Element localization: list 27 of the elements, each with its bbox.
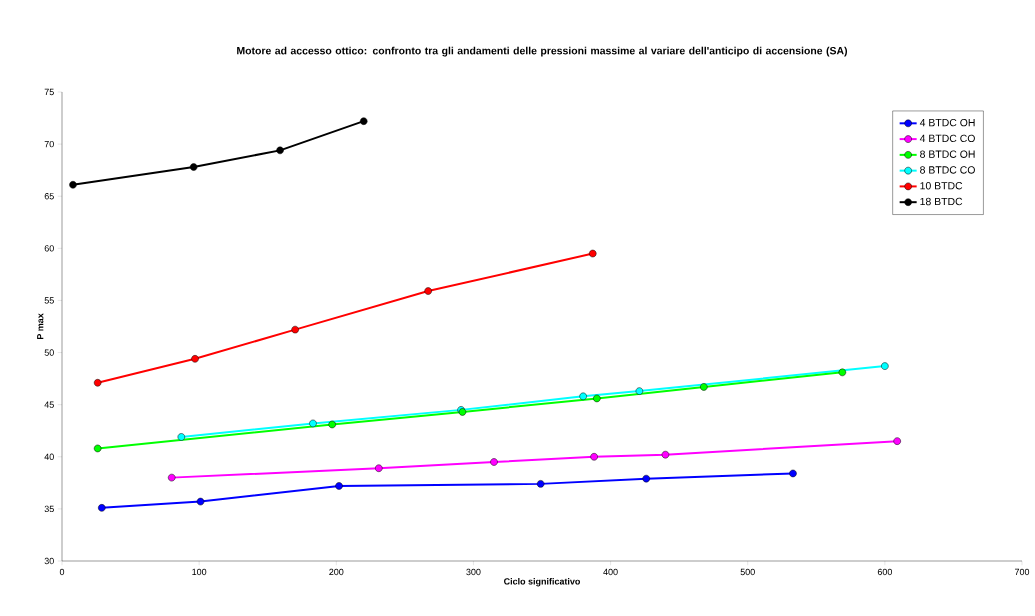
y-tick-label: 70: [44, 140, 54, 148]
x-tick-label: 700: [1014, 568, 1030, 576]
legend-label: 10 BTDC: [920, 182, 963, 190]
y-tick-label: 50: [44, 349, 54, 356]
y-tick-label: 45: [44, 401, 54, 408]
chart-title: Motore ad accesso ottico: confronto tra gli andamenti delle pressioni massime al variare dell'anticipo di accensione (SA): [237, 46, 848, 57]
y-axis-title: P max: [37, 313, 44, 340]
x-tick-label: 400: [603, 568, 618, 576]
x-tick-label: 200: [329, 568, 344, 576]
x-axis-title: Ciclo significativo: [504, 577, 581, 587]
x-tick-label: 500: [740, 568, 755, 576]
x-tick-label: 600: [877, 568, 892, 576]
y-tick-label: 55: [44, 297, 54, 304]
legend-label: 4 BTDC OH: [919, 118, 975, 127]
x-tick-label: 300: [466, 568, 481, 576]
x-tick-label: 100: [192, 568, 207, 576]
y-tick-label: 35: [44, 505, 54, 513]
y-tick-label: 40: [44, 453, 54, 460]
x-tick-label: 0: [59, 568, 65, 576]
y-tick-label: 30: [44, 557, 54, 565]
legend-label: 8 BTDC CO: [920, 166, 975, 174]
legend-label: 8 BTDC OH: [920, 150, 975, 158]
legend-label: 18 BTDC: [920, 197, 963, 206]
legend-label: 4 BTDC CO: [919, 134, 975, 143]
y-tick-label: 75: [44, 88, 54, 96]
y-tick-label: 65: [44, 193, 54, 200]
y-tick-label: 60: [44, 245, 54, 252]
